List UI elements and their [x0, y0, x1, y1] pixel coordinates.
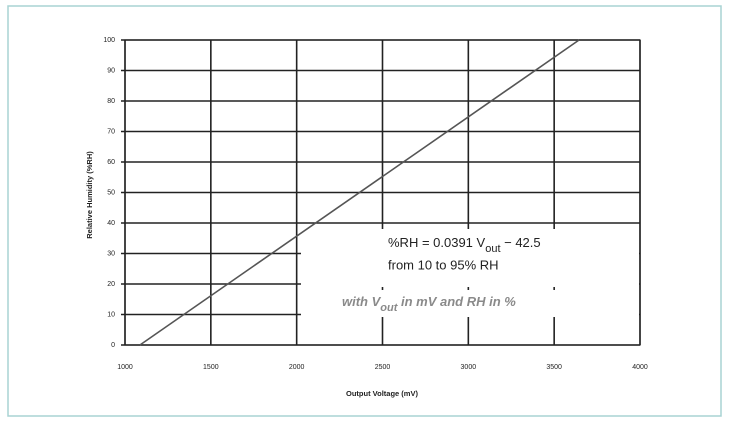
range-note: from 10 to 95% RH — [388, 257, 499, 272]
note-band — [301, 290, 639, 317]
y-axis-label: Relative Humidity (%RH) — [85, 151, 94, 239]
y-tick-label: 40 — [107, 220, 115, 227]
units-note: with Vout in mV and RH in % — [342, 294, 516, 313]
units-subscript: out — [380, 302, 398, 314]
x-tick-label: 4000 — [632, 364, 648, 371]
y-tick-label: 30 — [107, 250, 115, 257]
annotation-box — [301, 229, 639, 287]
equation: %RH = 0.0391 Vout − 42.5 — [388, 235, 541, 254]
x-axis-label: Output Voltage (mV) — [346, 389, 418, 398]
x-tick-label: 1000 — [117, 364, 133, 371]
y-tick-label: 70 — [107, 128, 115, 135]
x-tick-label: 2000 — [289, 364, 305, 371]
equation-text: %RH = 0.0391 V — [388, 235, 486, 250]
x-tick-label: 3500 — [546, 364, 562, 371]
y-tick-label: 10 — [107, 311, 115, 318]
y-tick-label: 20 — [107, 281, 115, 288]
equation-subscript: out — [485, 243, 500, 255]
equation-text: − 42.5 — [501, 235, 541, 250]
y-tick-label: 90 — [107, 67, 115, 74]
y-tick-label: 80 — [107, 98, 115, 105]
y-tick-label: 0 — [111, 342, 115, 349]
plot-border — [124, 39, 641, 346]
x-tick-label: 3000 — [461, 364, 477, 371]
data-line — [139, 39, 580, 346]
x-tick-label: 2500 — [375, 364, 391, 371]
frame — [7, 5, 722, 417]
y-tick-label: 60 — [107, 159, 115, 166]
units-text: in mV and RH in % — [397, 294, 516, 309]
units-text: with V — [342, 294, 382, 309]
x-tick-label: 1500 — [203, 364, 219, 371]
y-tick-label: 100 — [103, 37, 115, 44]
y-tick-label: 50 — [107, 189, 115, 196]
